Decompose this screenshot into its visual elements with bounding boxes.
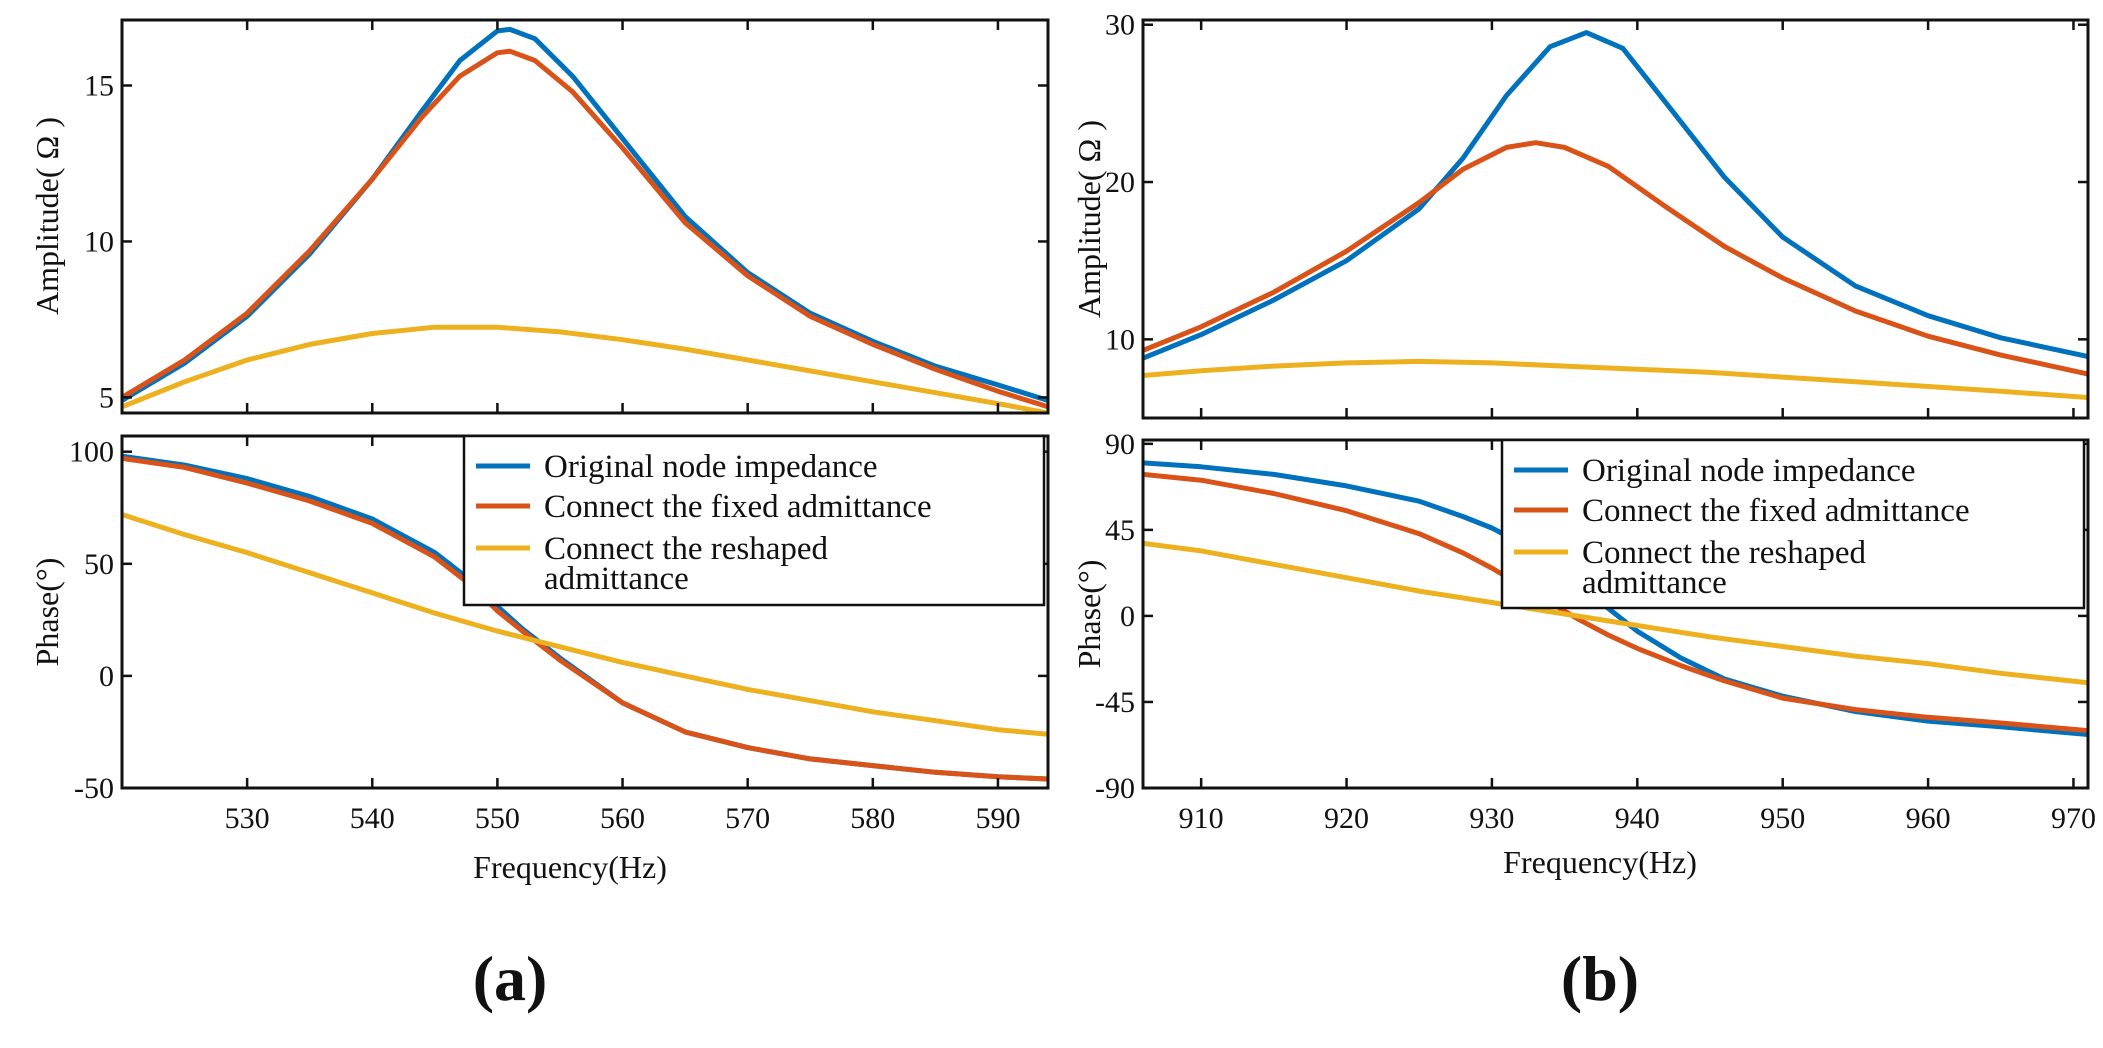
y-tick-label: 30 — [1105, 9, 1135, 42]
legend: Original node impedance Connect the fixed… — [1502, 440, 2084, 608]
legend: Original node impedance Connect the fixed… — [464, 436, 1044, 605]
y-tick-label: 10 — [84, 225, 114, 258]
y-tick-label: 100 — [69, 436, 114, 469]
y-tick-label: -50 — [74, 772, 114, 805]
panel-label: (a) — [473, 943, 548, 1014]
x-tick-label: 960 — [1906, 802, 1951, 835]
x-tick-label: 590 — [975, 802, 1020, 835]
y-tick-label: 90 — [1105, 428, 1135, 461]
legend-entry-label: Connect the fixed admittance — [544, 489, 932, 525]
x-tick-label: 930 — [1469, 802, 1514, 835]
legend-entry-label: admittance — [1582, 565, 1727, 601]
y-tick-label: 10 — [1105, 323, 1135, 356]
x-tick-label: 970 — [2051, 802, 2096, 835]
y-tick-label: 0 — [1120, 600, 1135, 633]
x-axis-label: Frequency(Hz) — [1503, 844, 1697, 880]
y-axis-label: Phase(°) — [29, 558, 65, 667]
x-tick-label: 550 — [475, 802, 520, 835]
x-tick-label: 950 — [1760, 802, 1805, 835]
y-tick-label: 45 — [1105, 514, 1135, 547]
y-tick-label: 5 — [99, 381, 114, 414]
x-axis-label: Frequency(Hz) — [473, 849, 667, 885]
x-tick-label: 940 — [1615, 802, 1660, 835]
y-axis-label: Amplitude( Ω ) — [1071, 120, 1107, 318]
panel-label: (b) — [1561, 943, 1639, 1014]
y-tick-label: 15 — [84, 70, 114, 103]
legend-entry-label: Original node impedance — [544, 449, 878, 485]
legend-entry-label: admittance — [544, 561, 689, 597]
legend-entry-label: Connect the fixed admittance — [1582, 493, 1970, 529]
y-tick-label: -90 — [1095, 772, 1135, 805]
y-tick-label: -45 — [1095, 686, 1135, 719]
x-tick-label: 920 — [1324, 802, 1369, 835]
x-tick-label: 570 — [725, 802, 770, 835]
legend-entry-label: Original node impedance — [1582, 453, 1916, 489]
y-tick-label: 0 — [99, 660, 114, 693]
x-tick-label: 580 — [850, 802, 895, 835]
x-tick-label: 560 — [600, 802, 645, 835]
y-axis-label: Amplitude( Ω ) — [29, 117, 65, 315]
y-tick-label: 20 — [1105, 166, 1135, 199]
y-tick-label: 50 — [84, 548, 114, 581]
x-tick-label: 540 — [350, 802, 395, 835]
x-tick-label: 910 — [1179, 802, 1224, 835]
y-axis-label: Phase(°) — [1071, 560, 1107, 669]
x-tick-label: 530 — [225, 802, 270, 835]
